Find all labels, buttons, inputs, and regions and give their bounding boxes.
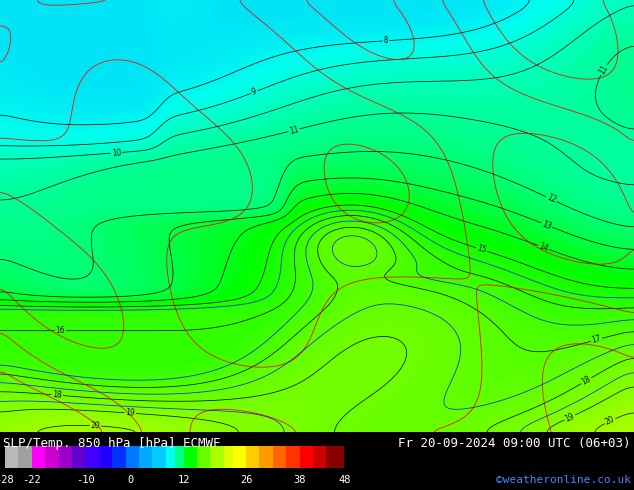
Bar [86,446,99,468]
Text: 20: 20 [90,421,100,431]
Bar [99,446,112,468]
Text: 10: 10 [111,148,122,158]
Bar [210,446,224,468]
Text: SLP/Temp. 850 hPa [hPa] ECMWF: SLP/Temp. 850 hPa [hPa] ECMWF [3,437,221,450]
Bar [72,446,86,468]
Bar [174,446,184,468]
Text: 11: 11 [288,125,300,136]
Text: 14: 14 [538,242,550,253]
Bar [184,446,197,468]
Bar [224,446,233,468]
Text: 13: 13 [540,219,553,231]
Bar [300,446,313,468]
Bar [197,446,210,468]
Text: 17: 17 [591,334,602,345]
Text: 12: 12 [545,193,557,205]
Bar [18,446,32,468]
Text: 19: 19 [564,411,576,423]
Text: -28: -28 [0,474,15,485]
Text: 18: 18 [52,390,62,400]
Text: ©weatheronline.co.uk: ©weatheronline.co.uk [496,475,631,485]
Text: 26: 26 [240,474,252,485]
Bar [152,446,165,468]
Bar [273,446,286,468]
Text: 0: 0 [127,474,133,485]
Text: 9: 9 [250,87,258,97]
Text: Fr 20-09-2024 09:00 UTC (06+03): Fr 20-09-2024 09:00 UTC (06+03) [398,437,631,450]
Bar [32,446,45,468]
Text: 48: 48 [338,474,351,485]
Text: 20: 20 [604,415,616,427]
Bar [233,446,246,468]
Text: 12: 12 [178,474,190,485]
Bar [165,446,174,468]
Text: 11: 11 [597,63,610,76]
Bar [112,446,126,468]
Bar [5,446,18,468]
Bar [259,446,273,468]
Text: -22: -22 [22,474,41,485]
Bar [286,446,300,468]
Text: 16: 16 [56,326,65,335]
Text: 38: 38 [294,474,306,485]
Bar [45,446,58,468]
Text: -10: -10 [76,474,94,485]
Text: 18: 18 [580,374,593,387]
Bar [58,446,72,468]
Bar [327,446,344,468]
Text: 19: 19 [125,408,136,418]
Bar [246,446,259,468]
Bar [126,446,139,468]
Text: 15: 15 [476,244,488,255]
Bar [139,446,152,468]
Text: 8: 8 [384,36,389,46]
Bar [313,446,327,468]
